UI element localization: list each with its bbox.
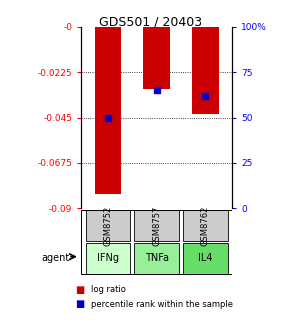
Text: agent: agent — [41, 253, 70, 263]
Text: ■: ■ — [75, 285, 85, 295]
Text: TNFa: TNFa — [145, 253, 168, 263]
Bar — [183, 210, 228, 241]
Bar — [143, 27, 170, 89]
Text: IFNg: IFNg — [97, 253, 119, 263]
Text: GSM8762: GSM8762 — [201, 205, 210, 246]
Text: ■: ■ — [75, 299, 85, 309]
Text: GSM8752: GSM8752 — [104, 205, 113, 246]
Bar — [134, 210, 179, 241]
Text: log ratio: log ratio — [91, 286, 126, 294]
Text: IL4: IL4 — [198, 253, 213, 263]
Bar — [134, 243, 179, 274]
Point — [106, 115, 110, 120]
Bar — [95, 27, 121, 194]
Bar — [86, 243, 130, 274]
Text: percentile rank within the sample: percentile rank within the sample — [91, 300, 233, 308]
Bar — [192, 27, 219, 114]
Bar — [183, 243, 228, 274]
Text: GDS501 / 20403: GDS501 / 20403 — [99, 15, 202, 28]
Text: GSM8757: GSM8757 — [152, 205, 161, 246]
Point — [203, 93, 208, 98]
Bar — [86, 210, 130, 241]
Point — [154, 88, 159, 93]
